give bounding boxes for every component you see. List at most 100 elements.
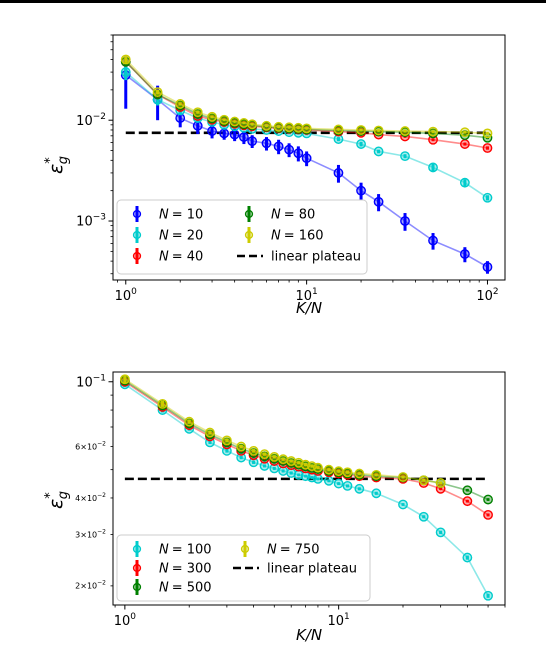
data-point-center xyxy=(156,90,160,94)
data-point-center xyxy=(374,491,378,495)
y-axis-label: ε*g xyxy=(43,491,71,509)
data-point-center xyxy=(463,252,467,256)
legend-box xyxy=(116,534,371,602)
data-point-center xyxy=(377,150,380,153)
data-point-center xyxy=(239,456,243,459)
data-point-center xyxy=(287,125,291,129)
data-point-center xyxy=(486,594,490,598)
data-point-center xyxy=(463,142,467,146)
series-N10 xyxy=(120,56,493,274)
legend-point-marker xyxy=(132,544,142,554)
data-point-center xyxy=(124,58,128,61)
legend-point-marker xyxy=(132,582,142,592)
data-point-center xyxy=(210,129,214,133)
legend-point-marker xyxy=(132,563,142,573)
data-point-center xyxy=(208,431,212,434)
data-point-center xyxy=(161,402,164,406)
data-point-center xyxy=(196,110,200,114)
data-point-center xyxy=(281,457,285,461)
legend-label: N = 100 xyxy=(159,543,212,558)
data-point-center xyxy=(305,156,309,160)
data-point-center xyxy=(263,452,266,456)
top-border xyxy=(0,0,546,3)
data-point-center xyxy=(337,128,340,131)
data-point-center xyxy=(439,487,443,491)
data-point-center xyxy=(304,474,307,478)
data-point-center xyxy=(431,138,435,142)
series-N160 xyxy=(120,54,493,139)
data-point-center xyxy=(359,142,363,146)
data-point-center xyxy=(242,135,246,139)
y-axis: 10−3 10−2 xyxy=(76,34,113,275)
y-axis: 10−1 6×10−2 4×10−2 3×10−2 2×10−2 xyxy=(75,373,113,591)
y-axis-label-text: ε*g xyxy=(43,156,71,174)
data-point-center xyxy=(346,470,349,474)
data-point-center xyxy=(287,148,291,152)
legend-entry: N = 160 xyxy=(244,227,324,244)
legend-label: N = 80 xyxy=(271,208,315,223)
data-point-center xyxy=(239,445,243,448)
y-axis-label-text: ε*g xyxy=(43,491,71,509)
data-point-center xyxy=(377,129,380,132)
data-point-center xyxy=(289,459,293,463)
data-point-center xyxy=(272,467,276,470)
data-point-center xyxy=(233,133,237,136)
data-point-center xyxy=(297,461,301,465)
data-point-center xyxy=(297,473,301,477)
y-tick-label: 4×10−2 xyxy=(75,492,106,503)
legend-entry: N = 20 xyxy=(132,227,203,244)
legend-entry: N = 750 xyxy=(240,541,320,558)
data-point-center xyxy=(310,464,314,468)
data-point-center xyxy=(422,515,426,519)
data-point-center xyxy=(486,498,490,501)
legend-label: N = 300 xyxy=(159,562,212,577)
legend-entry: N = 500 xyxy=(132,579,212,596)
x-axis-label: K/N xyxy=(296,626,322,644)
data-point-center xyxy=(222,131,226,135)
legend-point-marker xyxy=(244,209,254,219)
data-point-center xyxy=(486,513,490,517)
legend-point-marker xyxy=(132,209,142,219)
data-point-center xyxy=(225,449,229,453)
legend-point-marker xyxy=(132,230,142,240)
data-point-center xyxy=(439,481,443,485)
data-point-center xyxy=(337,482,341,485)
legend-entry: N = 10 xyxy=(132,206,203,223)
data-point-center xyxy=(439,530,443,534)
data-point-center xyxy=(401,503,405,506)
x-axis: 100 101 xyxy=(114,605,506,629)
series-N300 xyxy=(119,376,493,520)
x-tick-label: 101 xyxy=(295,287,317,304)
data-point-center xyxy=(431,130,435,134)
data-point-center xyxy=(316,466,320,470)
data-point-center xyxy=(401,475,405,479)
data-point-center xyxy=(316,477,320,481)
data-point-center xyxy=(196,124,200,128)
data-point-center xyxy=(310,476,314,479)
legend-entry: linear plateau xyxy=(233,562,357,577)
data-point-center xyxy=(123,377,127,381)
legend-entry: N = 100 xyxy=(132,541,212,558)
data-point-center xyxy=(463,181,467,185)
y-tick-label: 10−3 xyxy=(76,213,106,230)
data-point-center xyxy=(357,487,361,491)
data-point-center xyxy=(403,129,407,133)
data-point-center xyxy=(486,131,489,135)
legend-point-marker xyxy=(240,544,250,554)
data-point-center xyxy=(252,449,255,453)
data-point-center xyxy=(222,118,226,122)
data-point-center xyxy=(346,484,349,488)
data-point-center xyxy=(359,189,363,193)
data-point-center xyxy=(465,556,469,559)
data-point-center xyxy=(225,438,229,442)
x-axis: 100 101 102 xyxy=(115,280,499,304)
data-point-center xyxy=(263,464,266,468)
data-point-center xyxy=(374,473,378,477)
data-point-center xyxy=(486,265,489,269)
chart-2: 100 101 10−1 6×10−2 4×10−2 3×10−2 2×10−2 K/N ε*g… xyxy=(43,371,506,644)
legend-point-marker xyxy=(244,230,254,240)
data-point-center xyxy=(187,420,191,424)
data-point-center xyxy=(233,120,237,123)
data-point-center xyxy=(250,122,254,126)
